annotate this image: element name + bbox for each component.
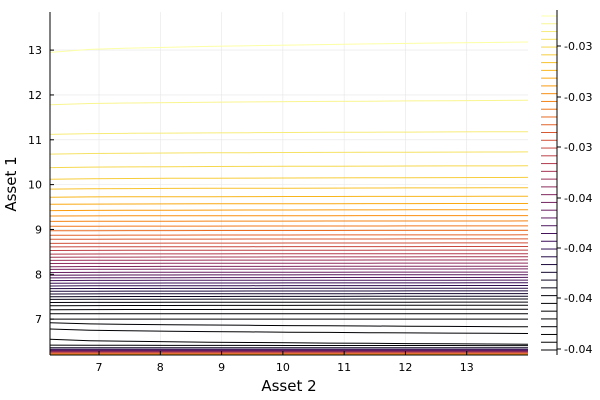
- contour-line: [49, 41, 529, 53]
- contour-line: [49, 242, 528, 244]
- x-tick-label: 10: [276, 361, 290, 374]
- y-tick-label: 12: [28, 89, 42, 102]
- x-tick-label: 11: [337, 361, 351, 374]
- colorbar-tick-label: -0.03: [564, 141, 592, 154]
- contour-line: [49, 279, 528, 282]
- colorbar-tick-label: -0.03: [564, 91, 592, 104]
- contour-line: [49, 274, 529, 276]
- contour-line: [49, 304, 529, 307]
- contour-line: [49, 338, 529, 345]
- contour-line: [49, 256, 528, 258]
- contour-line: [49, 259, 529, 261]
- y-axis-label: Asset 1: [2, 156, 20, 211]
- colorbar-tick-label: -0.04: [564, 343, 592, 356]
- contour-line: [49, 285, 528, 287]
- grid: [50, 12, 528, 355]
- y-tick-label: 13: [28, 44, 42, 57]
- colorbar: -0.03 -0.03 -0.03 -0.04 -0.04 -0.04 -0.04: [541, 10, 592, 356]
- contour-line: [49, 187, 528, 190]
- contour-line: [49, 151, 529, 155]
- contour-line: [49, 165, 529, 169]
- contour-lines: [49, 41, 529, 356]
- contour-line: [49, 220, 529, 222]
- contour-line: [49, 265, 528, 268]
- contour-line: [49, 195, 528, 198]
- contour-line: [49, 176, 529, 180]
- contour-line: [49, 268, 528, 270]
- axes: [49, 12, 528, 356]
- x-axis-label: Asset 2: [261, 377, 316, 395]
- contour-line: [49, 344, 528, 347]
- contour-line: [49, 276, 529, 279]
- contour-line: [49, 322, 529, 328]
- y-tick-label: 9: [35, 223, 42, 236]
- x-tick-label: 13: [460, 361, 474, 374]
- colorbar-tick-label: -0.04: [564, 242, 592, 255]
- x-tick-label: 12: [398, 361, 412, 374]
- colorbar-tick-label: -0.03: [564, 40, 592, 53]
- colorbar-tick-label: -0.04: [564, 192, 592, 205]
- y-axis-ticks: 7 8 9 10 11 12 13: [28, 44, 54, 326]
- contour-line: [49, 99, 529, 106]
- colorbar-tick-label: -0.04: [564, 292, 592, 305]
- contour-line: [49, 131, 529, 135]
- contour-line: [49, 209, 529, 212]
- y-tick-label: 11: [28, 134, 42, 147]
- x-tick-label: 9: [218, 361, 225, 374]
- x-axis-ticks: 7 8 9 10 11 12 13: [96, 351, 474, 374]
- y-tick-label: 7: [35, 313, 42, 326]
- contour-line: [49, 234, 529, 236]
- contour-line: [49, 203, 528, 205]
- contour-line: [49, 328, 529, 334]
- x-tick-label: 7: [96, 361, 103, 374]
- y-tick-label: 8: [35, 268, 42, 281]
- contour-line: [49, 282, 528, 284]
- x-tick-label: 8: [157, 361, 164, 374]
- y-tick-label: 10: [28, 179, 42, 192]
